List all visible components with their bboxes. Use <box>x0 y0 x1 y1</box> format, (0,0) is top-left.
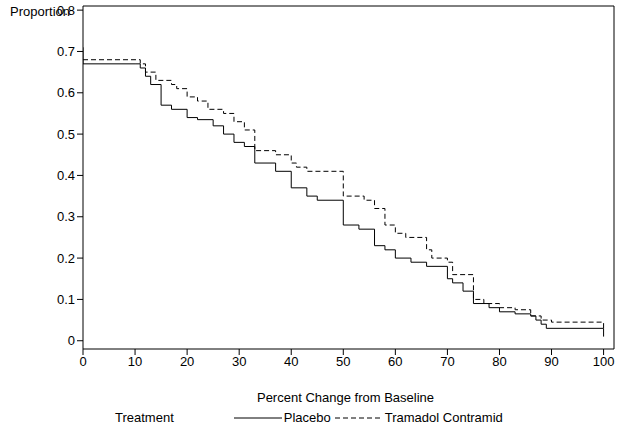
svg-text:20: 20 <box>180 354 194 369</box>
svg-text:70: 70 <box>440 354 454 369</box>
svg-text:0.3: 0.3 <box>57 209 75 224</box>
svg-text:0.8: 0.8 <box>57 3 75 18</box>
svg-text:50: 50 <box>336 354 350 369</box>
svg-text:30: 30 <box>232 354 246 369</box>
svg-text:0.7: 0.7 <box>57 44 75 59</box>
svg-text:0.4: 0.4 <box>57 168 75 183</box>
svg-text:80: 80 <box>492 354 506 369</box>
svg-text:0: 0 <box>68 333 75 348</box>
svg-text:40: 40 <box>284 354 298 369</box>
svg-text:0.2: 0.2 <box>57 251 75 266</box>
svg-text:60: 60 <box>388 354 402 369</box>
svg-text:0.6: 0.6 <box>57 85 75 100</box>
svg-text:0.1: 0.1 <box>57 292 75 307</box>
svg-text:10: 10 <box>128 354 142 369</box>
svg-text:100: 100 <box>593 354 615 369</box>
svg-text:90: 90 <box>544 354 558 369</box>
svg-text:0.5: 0.5 <box>57 127 75 142</box>
svg-text:0: 0 <box>79 354 86 369</box>
